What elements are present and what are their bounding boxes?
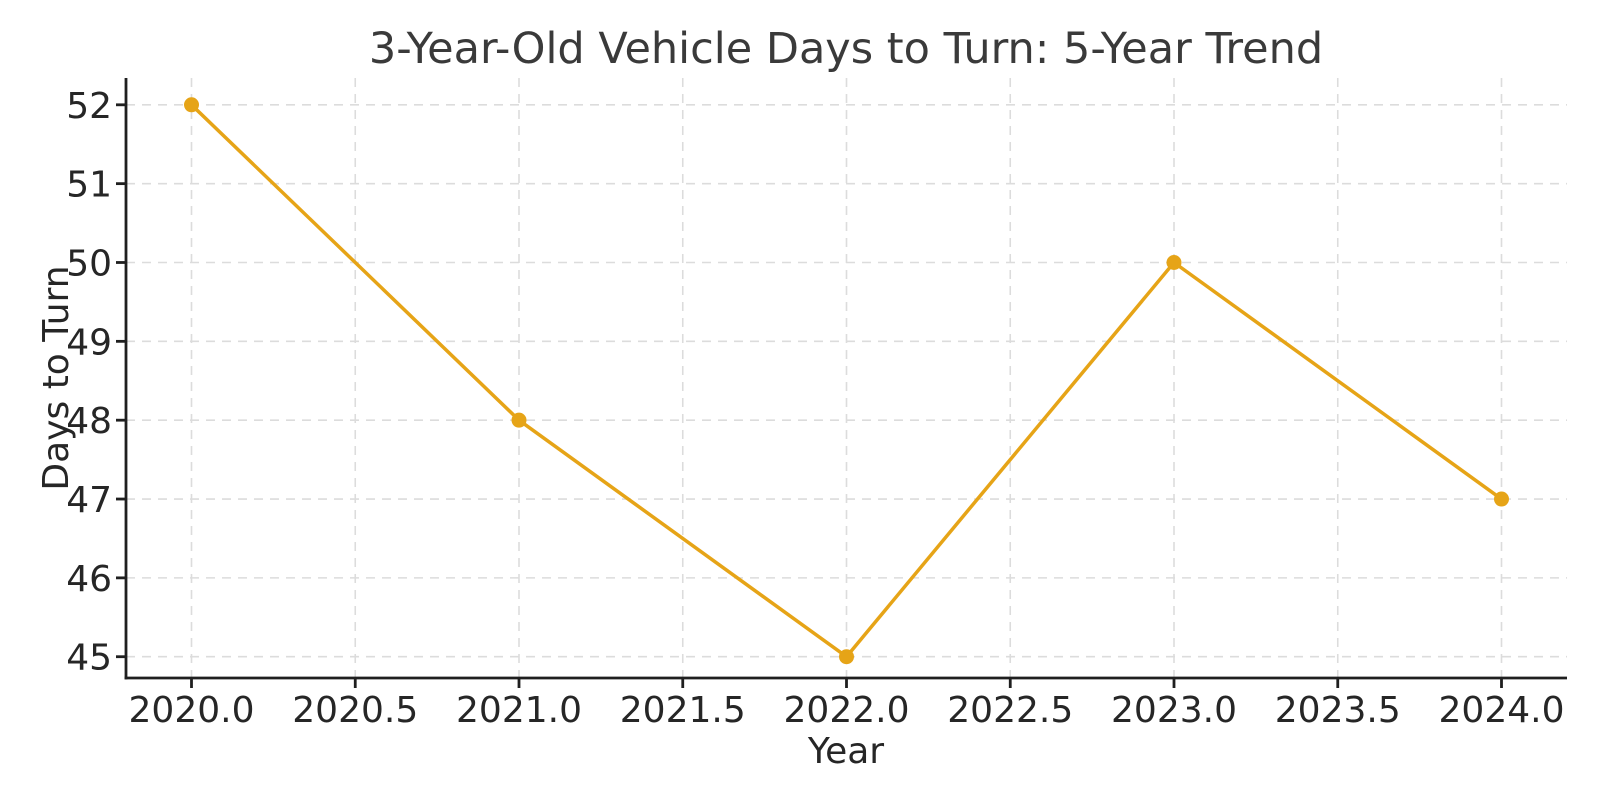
axis-ticks [116,103,1503,688]
y-tick-label: 51 [66,165,112,206]
x-tick-label: 2024.0 [1439,690,1565,731]
y-tick-label: 49 [66,322,112,363]
data-point-marker [184,97,199,113]
x-tick-label: 2023.5 [1275,690,1401,731]
y-tick-labels: 45 46 47 48 49 50 51 52 [66,86,112,679]
y-tick-label: 52 [66,86,112,127]
x-tick-label: 2021.0 [456,690,582,731]
x-tick-label: 2023.0 [1111,690,1237,731]
y-tick-label: 45 [66,638,112,679]
chart-title: 3-Year-Old Vehicle Days to Turn: 5-Year … [369,24,1323,74]
data-point-marker [511,412,527,428]
x-tick-label: 2020.0 [129,690,255,731]
data-point-marker [1494,491,1509,507]
y-tick-label: 48 [66,401,112,442]
axes-spines [124,78,1567,680]
trend-line [189,103,1504,659]
y-tick-label: 46 [66,559,112,600]
x-axis-label: Year [807,731,884,772]
data-point-marker [1166,254,1182,270]
y-axis-label: Days to Turn [36,265,77,490]
x-tick-labels: 2020.0 2020.5 2021.0 2021.5 2022.0 2022.5 2023… [129,690,1565,731]
x-tick-label: 2022.5 [947,690,1073,731]
x-tick-label: 2021.5 [620,690,746,731]
y-tick-label: 50 [66,243,112,284]
x-tick-label: 2022.0 [784,690,910,731]
data-series-days-to-turn [184,97,1509,665]
data-point-marker [839,649,854,665]
y-tick-label: 47 [66,480,112,521]
gridlines [126,78,1567,678]
x-tick-label: 2020.5 [292,690,418,731]
